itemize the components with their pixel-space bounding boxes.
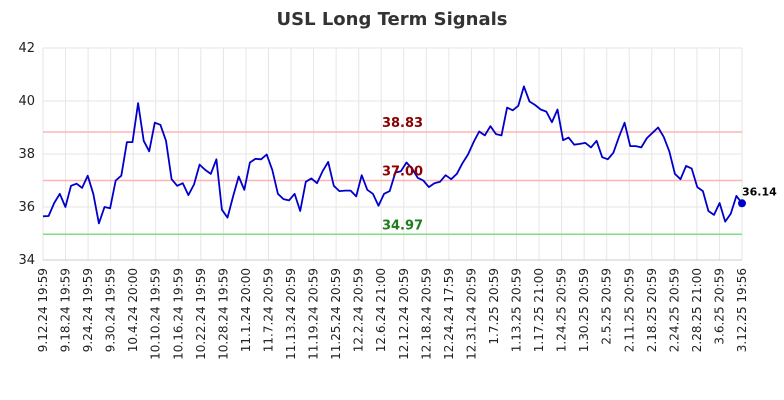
last-value-label: 36.14 — [742, 185, 777, 198]
reference-line-label: 38.83 — [382, 116, 423, 131]
reference-line-label: 34.97 — [382, 218, 423, 233]
x-tick-label: 1.13.25 20:59 — [510, 268, 524, 352]
labels: 38.83 37.00 34.97 36.14 — [382, 116, 777, 233]
y-tick-label: 36 — [18, 200, 35, 215]
x-tick-label: 2.18.25 20:59 — [645, 268, 659, 352]
x-tick-label: 9.30.24 19:59 — [104, 268, 118, 352]
x-tick-label: 9.24.24 19:59 — [81, 268, 95, 352]
x-tick-label: 10.28.24 19:59 — [216, 268, 230, 360]
last-point-marker — [738, 199, 746, 208]
x-tick-label: 1.24.25 20:59 — [555, 268, 569, 352]
x-tick-label: 2.5.25 20:59 — [600, 268, 614, 345]
x-tick-label: 12.31.24 20:59 — [464, 268, 478, 360]
x-tick-label: 10.16.24 19:59 — [171, 268, 185, 360]
grid — [42, 47, 743, 261]
x-tick-label: 11.19.24 20:59 — [307, 268, 321, 360]
x-tick-label: 11.25.24 20:59 — [329, 268, 343, 360]
x-tick-label: 2.24.25 20:59 — [667, 268, 681, 352]
x-tick-label: 1.30.25 20:59 — [577, 268, 591, 352]
reference-line-label: 37.00 — [382, 165, 423, 180]
x-tick-label: 3.12.25 19:56 — [735, 268, 749, 352]
x-tick-label: 10.22.24 19:59 — [194, 268, 208, 360]
x-tick-label: 11.13.24 20:59 — [284, 268, 298, 360]
price-line — [42, 85, 743, 225]
x-tick-label: 1.7.25 20:59 — [487, 268, 501, 345]
y-tick-label: 34 — [18, 253, 35, 268]
x-tick-label: 2.11.25 20:59 — [622, 268, 636, 352]
x-tick-label: 3.6.25 20:59 — [712, 268, 726, 345]
x-tick-label: 12.6.24 21:00 — [374, 268, 388, 352]
x-tick-label: 9.18.24 19:59 — [59, 268, 73, 352]
x-tick-label: 9.12.24 19:59 — [36, 268, 50, 352]
y-tick-label: 38 — [18, 147, 35, 162]
x-axis: 9.12.24 19:59 9.18.24 19:59 9.24.24 19:59 9… — [36, 268, 749, 360]
x-tick-label: 11.7.24 20:59 — [261, 268, 275, 352]
y-axis: 34 36 38 40 42 — [18, 41, 742, 268]
y-tick-label: 40 — [18, 94, 35, 109]
x-tick-label: 12.18.24 20:59 — [419, 268, 433, 360]
x-tick-label: 2.28.25 21:00 — [690, 268, 704, 352]
x-tick-label: 12.12.24 20:59 — [397, 268, 411, 360]
x-tick-label: 10.10.24 19:59 — [149, 268, 163, 360]
y-tick-label: 42 — [18, 41, 35, 56]
x-tick-label: 10.4.24 20:00 — [126, 268, 140, 352]
chart-title: USL Long Term Signals — [277, 9, 508, 30]
x-tick-label: 11.1.24 20:00 — [239, 268, 253, 352]
series — [42, 85, 746, 225]
x-tick-label: 12.24.24 17:59 — [442, 268, 456, 360]
x-tick-label: 12.2.24 20:59 — [352, 268, 366, 352]
x-tick-label: 1.17.25 21:00 — [532, 268, 546, 352]
